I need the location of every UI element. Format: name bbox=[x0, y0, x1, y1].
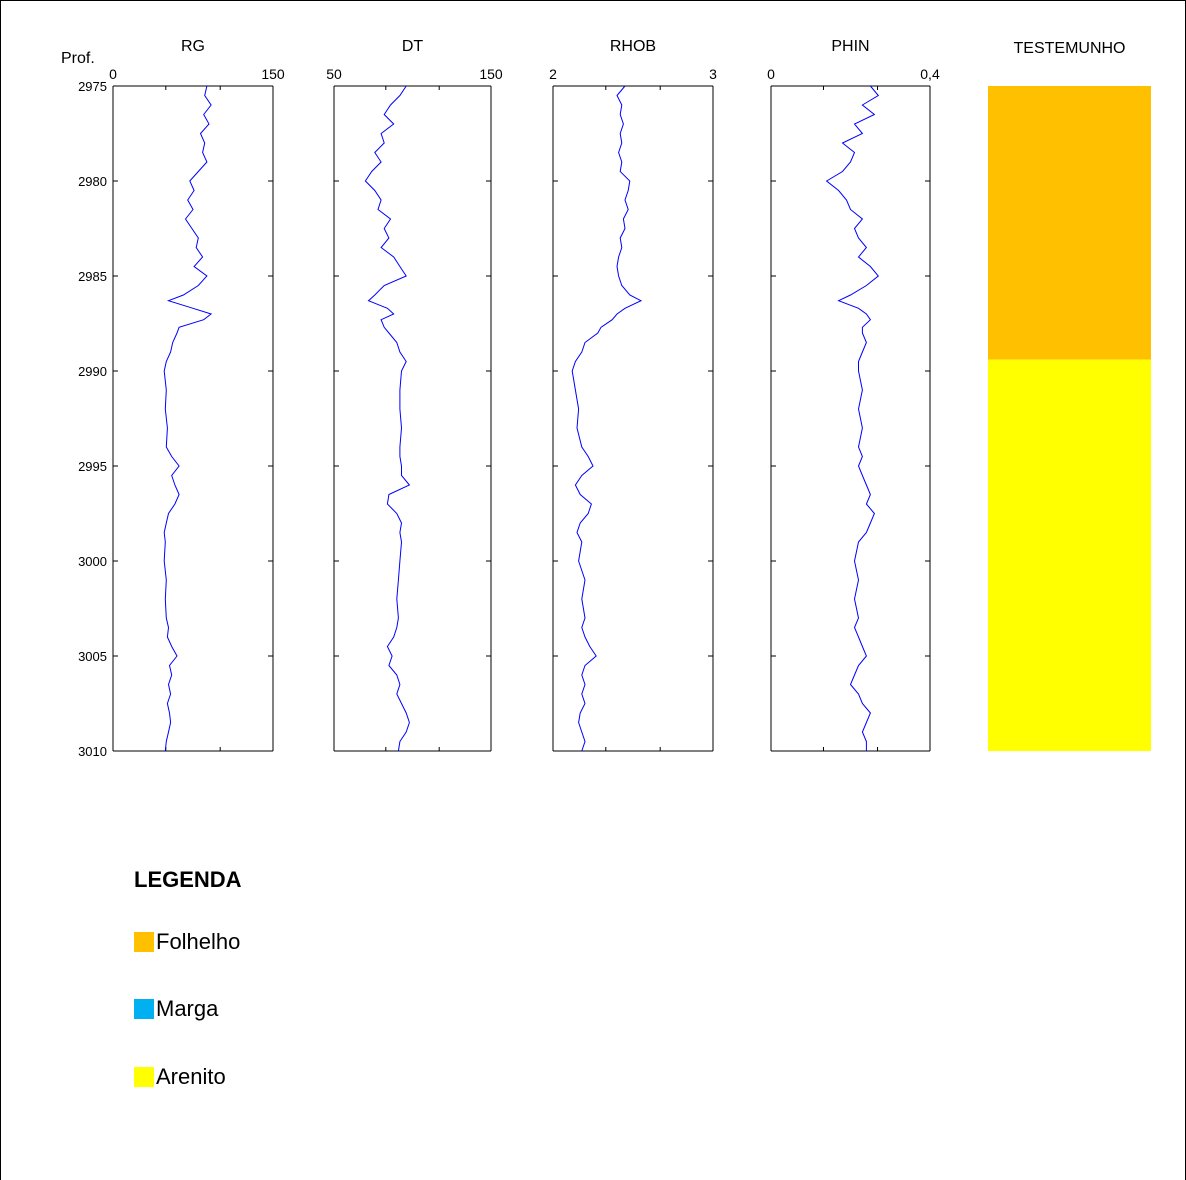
depth-tick-label: 2990 bbox=[78, 364, 107, 379]
x-tick-label-min: 50 bbox=[326, 66, 342, 82]
log-curve-dt bbox=[364, 85, 411, 752]
track-title: PHIN bbox=[831, 38, 869, 55]
x-tick-label-min: 0 bbox=[767, 66, 775, 82]
x-tick-label-min: 0 bbox=[109, 66, 117, 82]
depth-tick-label: 2995 bbox=[78, 459, 107, 474]
x-tick-label-max: 3 bbox=[709, 66, 717, 82]
legend-item-marga: Marga bbox=[134, 996, 218, 1022]
x-tick-label-min: 2 bbox=[549, 66, 557, 82]
depth-tick-label: 2975 bbox=[78, 79, 107, 94]
core-track-title: TESTEMUNHO bbox=[1014, 40, 1126, 57]
legend-label-arenito: Arenito bbox=[156, 1064, 226, 1089]
legend-label-folhelho: Folhelho bbox=[156, 929, 241, 954]
log-curve-phin bbox=[825, 85, 880, 751]
legend-label-marga: Marga bbox=[156, 996, 219, 1021]
core-interval-arenito bbox=[988, 359, 1151, 751]
depth-tick-label: 2980 bbox=[78, 174, 107, 189]
x-tick-label-max: 0,4 bbox=[920, 66, 940, 82]
depth-tick-label: 3000 bbox=[78, 554, 107, 569]
x-tick-label-max: 150 bbox=[261, 66, 285, 82]
depth-tick-label: 3010 bbox=[78, 744, 107, 759]
log-curve-rg bbox=[163, 85, 213, 752]
legend-swatch-arenito bbox=[134, 1067, 154, 1087]
log-curve-rhob bbox=[571, 85, 643, 752]
track-title: DT bbox=[402, 38, 424, 55]
legend: LEGENDA Folhelho Marga Arenito bbox=[134, 867, 242, 1089]
depth-tick-label: 2985 bbox=[78, 269, 107, 284]
legend-swatch-folhelho bbox=[134, 932, 154, 952]
legend-item-arenito: Arenito bbox=[134, 1064, 226, 1090]
depth-axis-label: Prof. bbox=[61, 50, 95, 67]
legend-item-folhelho: Folhelho bbox=[134, 929, 240, 955]
x-tick-label-max: 150 bbox=[479, 66, 503, 82]
legend-title: LEGENDA bbox=[134, 867, 242, 892]
core-interval-folhelho bbox=[988, 86, 1151, 360]
legend-swatch-marga bbox=[134, 999, 154, 1019]
track-title: RG bbox=[181, 38, 205, 55]
track-title: RHOB bbox=[610, 38, 656, 55]
depth-tick-label: 3005 bbox=[78, 649, 107, 664]
